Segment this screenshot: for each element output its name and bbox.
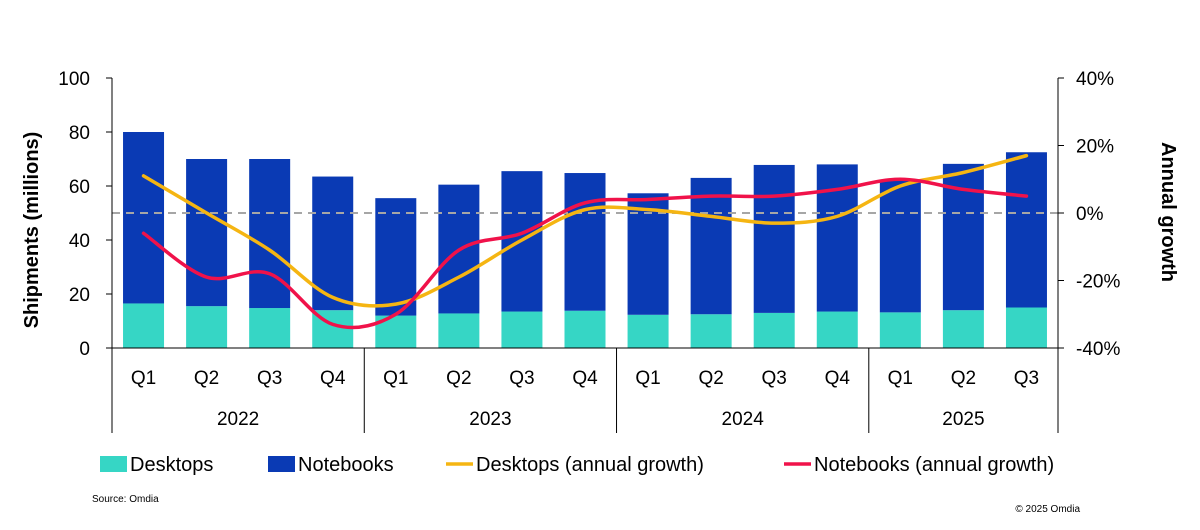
bar-notebooks-0 [123,132,165,304]
y-left-tick-label-80: 80 [69,123,90,144]
year-label-2025: 2025 [942,409,984,430]
source-note: Source: Omdia [92,494,159,505]
bar-desktops-9 [690,314,732,348]
legend: Desktops Notebooks Desktops (annual growth… [100,454,1054,476]
bar-desktops-12 [879,312,921,348]
bar-desktops-7 [564,310,606,348]
copyright-note: © 2025 Omdia [1015,504,1080,515]
line-notebooks-annual-growth- [141,177,1029,330]
y-right-tick-label-0: -40% [1076,339,1120,360]
y-left-tick-label-100: 100 [58,69,90,90]
y-left-tick-label-40: 40 [69,231,90,252]
year-label-2024: 2024 [722,409,765,430]
line-desktops-annual-growth- [141,153,1029,308]
x-tick-label-10: Q3 [762,368,787,389]
legend-label-desktops-annual-growth-: Desktops (annual growth) [476,454,704,476]
x-tick-label-5: Q2 [446,368,471,389]
bar-desktops-6 [501,311,543,348]
bar-notebooks-4 [375,198,417,316]
bar-notebooks-2 [249,159,291,309]
bar-desktops-1 [186,306,228,348]
x-tick-label-14: Q3 [1014,368,1039,389]
x-tick-label-9: Q2 [698,368,723,389]
legend-swatch-desktops [100,456,127,472]
axes: 0 20 40 60 80 100 -40% -20% 0% 20% 40% Q1 Q2 Q3 Q4 Q1 Q2… [58,69,1120,433]
bar-notebooks-14 [1005,152,1047,308]
bar-desktops-13 [942,310,984,348]
bar-notebooks-1 [186,159,228,307]
x-tick-label-11: Q4 [825,368,851,389]
legend-label-notebooks-annual-growth-: Notebooks (annual growth) [814,454,1054,476]
bar-notebooks-9 [690,177,732,315]
legend-swatch-notebooks [268,456,295,472]
y-left-tick-label-20: 20 [69,285,90,306]
y-right-tick-label-4: 40% [1076,69,1114,90]
bar-desktops-10 [753,312,795,348]
y-right-tick-label-2: 0% [1076,204,1104,225]
y-left-tick-label-0: 0 [79,339,90,360]
x-tick-label-4: Q1 [383,368,408,389]
x-tick-label-13: Q2 [951,368,976,389]
bar-notebooks-7 [564,173,606,311]
x-tick-label-2: Q3 [257,368,282,389]
bar-desktops-8 [627,314,669,348]
legend-label-desktops: Desktops [130,454,213,476]
bar-desktops-0 [123,303,165,348]
x-tick-label-8: Q1 [635,368,660,389]
bar-desktops-14 [1005,307,1047,348]
y-left-tick-label-60: 60 [69,177,90,198]
bar-desktops-5 [438,313,480,348]
x-tick-label-1: Q2 [194,368,219,389]
x-tick-label-12: Q1 [888,368,913,389]
bar-layer [123,132,1047,348]
bar-desktops-2 [249,308,291,348]
x-tick-label-3: Q4 [320,368,346,389]
x-tick-label-6: Q3 [509,368,534,389]
bar-notebooks-12 [879,180,921,313]
y-axis-title-right: Annual growth [1157,142,1179,282]
bar-desktops-11 [816,311,858,348]
year-label-2022: 2022 [217,409,259,430]
y-right-tick-label-1: -20% [1076,272,1120,293]
legend-label-notebooks: Notebooks [298,454,394,476]
bar-notebooks-10 [753,164,795,313]
year-label-2023: 2023 [469,409,511,430]
y-right-tick-label-3: 20% [1076,137,1114,158]
line-layer [112,153,1058,330]
x-tick-label-0: Q1 [131,368,156,389]
y-axis-title-left: Shipments (millions) [21,132,43,329]
x-tick-label-7: Q4 [572,368,598,389]
